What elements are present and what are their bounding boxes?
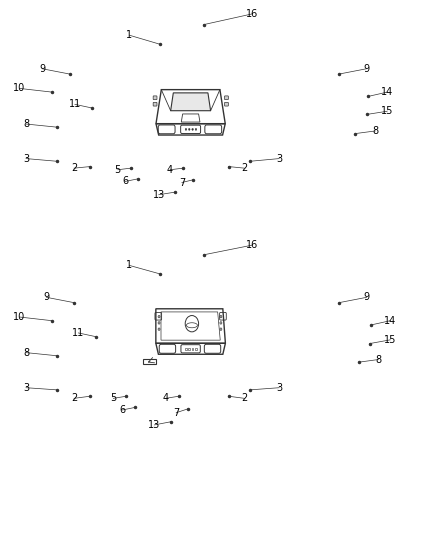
Circle shape: [220, 316, 222, 318]
Text: 2: 2: [241, 163, 247, 173]
Text: 15: 15: [381, 106, 393, 116]
Text: 3: 3: [23, 154, 29, 164]
Circle shape: [192, 128, 194, 131]
Text: 9: 9: [364, 292, 370, 302]
Text: 9: 9: [43, 292, 49, 302]
Text: 1: 1: [127, 30, 133, 41]
Circle shape: [158, 321, 160, 324]
Bar: [195, 348, 197, 350]
Circle shape: [158, 316, 160, 318]
Text: 10: 10: [13, 83, 25, 93]
Text: 6: 6: [122, 176, 128, 187]
Text: 3: 3: [23, 383, 29, 393]
Bar: [188, 348, 190, 350]
Text: 14: 14: [384, 316, 396, 326]
Text: 11: 11: [69, 99, 81, 109]
Text: 8: 8: [23, 348, 29, 358]
Text: 5: 5: [110, 393, 117, 403]
Circle shape: [220, 328, 222, 330]
Text: 7: 7: [173, 408, 179, 418]
Text: 3: 3: [276, 154, 283, 164]
Text: 2: 2: [71, 163, 77, 173]
Circle shape: [158, 328, 160, 330]
Text: 3: 3: [276, 383, 283, 393]
Circle shape: [188, 128, 190, 131]
Polygon shape: [171, 93, 211, 111]
Text: 6: 6: [119, 405, 125, 415]
Text: 13: 13: [148, 420, 160, 430]
Text: 2: 2: [71, 393, 77, 403]
Text: 9: 9: [364, 64, 370, 74]
Text: 2: 2: [241, 393, 247, 403]
Text: 8: 8: [23, 119, 29, 129]
Text: 7: 7: [179, 177, 185, 188]
Text: 1: 1: [127, 261, 133, 270]
Text: 9: 9: [39, 64, 45, 74]
FancyBboxPatch shape: [225, 96, 228, 100]
Text: 16: 16: [246, 240, 258, 250]
Text: 10: 10: [13, 312, 25, 322]
Bar: [185, 348, 187, 350]
FancyBboxPatch shape: [153, 102, 157, 106]
Text: 13: 13: [152, 190, 165, 200]
Text: 8: 8: [375, 354, 381, 365]
Circle shape: [220, 321, 222, 324]
Text: 15: 15: [384, 335, 396, 345]
Bar: [191, 348, 194, 350]
FancyBboxPatch shape: [225, 102, 228, 106]
Text: 11: 11: [72, 328, 85, 338]
Text: 14: 14: [381, 87, 393, 97]
Text: 8: 8: [372, 126, 378, 136]
Circle shape: [185, 128, 187, 131]
Text: 5: 5: [115, 165, 121, 175]
Text: 16: 16: [246, 9, 258, 19]
Text: 4: 4: [162, 393, 169, 403]
Circle shape: [195, 128, 197, 131]
Text: 4: 4: [167, 165, 173, 175]
FancyBboxPatch shape: [153, 96, 157, 100]
